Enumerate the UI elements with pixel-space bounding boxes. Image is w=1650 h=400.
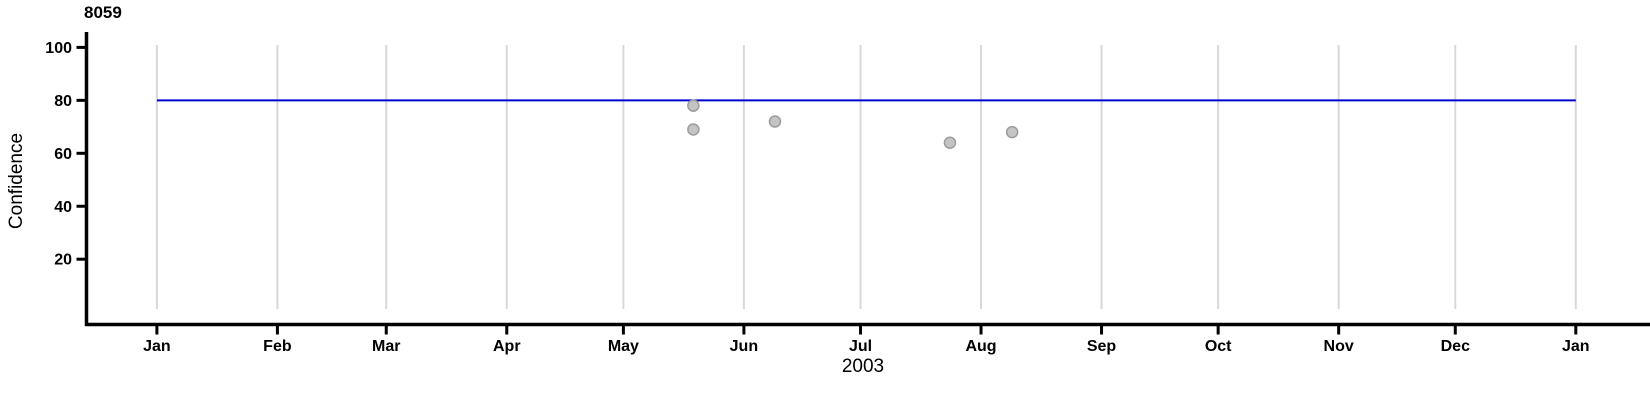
x-tick-label: Feb bbox=[263, 338, 292, 355]
data-point bbox=[768, 115, 782, 128]
x-tick-label: Jun bbox=[730, 338, 758, 355]
y-tick-label: 20 bbox=[54, 252, 72, 269]
y-tick-label: 60 bbox=[54, 146, 72, 163]
chart-title: 8059 bbox=[84, 3, 122, 22]
x-tick-label: Dec bbox=[1441, 338, 1470, 355]
x-tick-label: Sep bbox=[1087, 338, 1117, 355]
data-point bbox=[1005, 125, 1019, 139]
data-point bbox=[687, 99, 700, 112]
x-tick-label: Jan bbox=[1562, 338, 1590, 355]
x-tick-label: Oct bbox=[1205, 338, 1232, 355]
x-tick-label: Jan bbox=[143, 338, 171, 355]
x-tick-label: Jul bbox=[849, 338, 872, 355]
x-tick-label: Apr bbox=[493, 338, 521, 355]
x-tick-label: May bbox=[608, 338, 639, 355]
data-point bbox=[943, 136, 957, 149]
y-axis-label: Confidence bbox=[6, 132, 27, 230]
x-tick-label: Aug bbox=[965, 338, 996, 355]
x-axis-label: 2003 bbox=[841, 356, 885, 377]
x-tick-label: Mar bbox=[372, 338, 400, 355]
data-point bbox=[687, 123, 700, 136]
y-tick-label: 80 bbox=[54, 93, 72, 110]
x-tick-label: Nov bbox=[1324, 338, 1354, 355]
y-tick-label: 100 bbox=[45, 40, 72, 57]
y-tick-label: 40 bbox=[54, 199, 72, 216]
